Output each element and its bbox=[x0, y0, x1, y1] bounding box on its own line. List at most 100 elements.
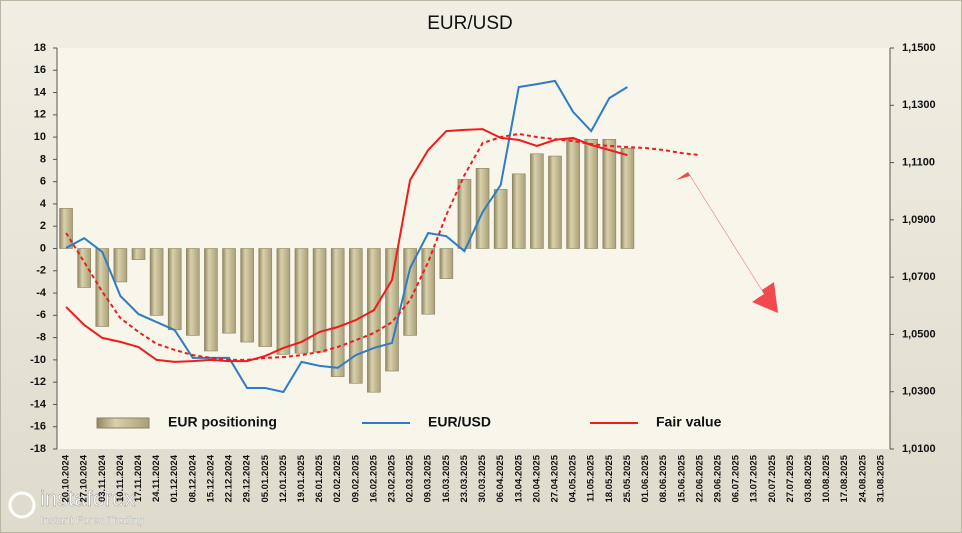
y2-tick-label: 1,0500 bbox=[902, 328, 936, 340]
y-tick-label: -8 bbox=[36, 332, 46, 344]
x-tick-label: 10.11.2024 bbox=[115, 454, 126, 502]
x-tick-label: 01.06.2025 bbox=[640, 454, 651, 502]
chart-title: EUR/USD bbox=[427, 13, 513, 34]
y-tick-label: 10 bbox=[34, 131, 46, 143]
bar bbox=[620, 147, 635, 249]
x-tick-label: 05.01.2025 bbox=[260, 454, 271, 502]
x-tick-label: 04.05.2025 bbox=[568, 454, 579, 502]
bar bbox=[240, 248, 254, 343]
bar bbox=[77, 248, 91, 288]
y-tick-label: 8 bbox=[40, 153, 46, 165]
legend-label: Fair value bbox=[656, 414, 722, 430]
bar bbox=[167, 248, 182, 331]
x-tick-label: 22.06.2025 bbox=[694, 454, 705, 502]
bar bbox=[276, 248, 291, 355]
y-tick-label: 12 bbox=[34, 109, 46, 121]
dashed-line bbox=[65, 132, 701, 361]
bar bbox=[566, 139, 580, 249]
x-tick-label: 27.04.2025 bbox=[550, 454, 561, 502]
bar bbox=[475, 168, 490, 249]
y2-tick-label: 1,0100 bbox=[902, 443, 936, 455]
marks bbox=[59, 79, 701, 394]
x-tick-label: 15.12.2024 bbox=[205, 454, 216, 502]
x-tick-label: 13.07.2025 bbox=[749, 454, 760, 502]
x-tick-label: 02.03.2025 bbox=[405, 454, 416, 502]
bar bbox=[530, 153, 544, 249]
bar bbox=[584, 139, 599, 249]
x-tick-label: 30.03.2025 bbox=[477, 454, 488, 502]
arrow bbox=[676, 172, 778, 313]
y2-tick-label: 1,1300 bbox=[902, 99, 936, 111]
y-tick-label: -2 bbox=[36, 265, 46, 277]
bar bbox=[59, 208, 73, 249]
x-tick-label: 17.08.2025 bbox=[839, 454, 850, 502]
bar bbox=[493, 189, 508, 249]
x-tick-label: 23.03.2025 bbox=[459, 454, 470, 502]
y-tick-label: -16 bbox=[30, 421, 46, 433]
x-tick-label: 20.10.2024 bbox=[61, 454, 72, 502]
y-tick-label: -14 bbox=[30, 398, 47, 410]
bar bbox=[222, 248, 236, 334]
y-tick-label: 4 bbox=[40, 198, 47, 210]
bar bbox=[330, 248, 345, 377]
legend-label: EUR positioning bbox=[168, 414, 277, 430]
y-tick-label: 6 bbox=[40, 176, 46, 188]
bar bbox=[367, 248, 381, 393]
x-tick-label: 15.06.2025 bbox=[676, 454, 687, 502]
x-tick-label: 29.12.2024 bbox=[242, 454, 253, 502]
x-tick-label: 23.02.2025 bbox=[387, 454, 398, 502]
y-tick-label: 18 bbox=[34, 42, 46, 54]
bar bbox=[131, 248, 146, 260]
x-tick-label: 24.11.2024 bbox=[151, 454, 162, 502]
plot-area bbox=[57, 48, 890, 449]
logo-brand: instaforex bbox=[40, 486, 135, 511]
y-tick-label: -18 bbox=[30, 443, 46, 455]
bar bbox=[149, 248, 164, 316]
bar bbox=[511, 173, 526, 249]
x-tick-label: 06.04.2025 bbox=[495, 454, 506, 502]
y-tick-label: 14 bbox=[34, 86, 47, 98]
x-tick-label: 09.02.2025 bbox=[350, 454, 361, 502]
y2-tick-label: 1,0900 bbox=[902, 214, 936, 226]
y-tick-label: 16 bbox=[34, 64, 46, 76]
bar bbox=[312, 248, 327, 353]
y2-tick-label: 1,1100 bbox=[902, 156, 935, 168]
bar bbox=[439, 248, 454, 279]
logo: instaforex Instant Forex Trading bbox=[8, 486, 144, 527]
x-tick-label: 31.08.2025 bbox=[875, 454, 886, 502]
x-tick-label: 26.01.2025 bbox=[314, 454, 325, 502]
x-tick-label: 16.03.2025 bbox=[441, 454, 452, 502]
bar bbox=[421, 248, 436, 315]
y-tick-label: 0 bbox=[40, 242, 46, 254]
bar bbox=[204, 248, 218, 352]
x-tick-label: 29.06.2025 bbox=[712, 454, 723, 502]
bar bbox=[95, 248, 110, 327]
x-tick-label: 08.06.2025 bbox=[658, 454, 669, 502]
bar bbox=[548, 155, 562, 249]
x-tick-label: 27.10.2024 bbox=[79, 454, 90, 502]
x-tick-label: 16.02.2025 bbox=[368, 454, 379, 502]
x-tick-label: 06.07.2025 bbox=[731, 454, 742, 502]
bar bbox=[186, 248, 200, 336]
x-tick-label: 20.04.2025 bbox=[531, 454, 542, 502]
x-tick-label: 24.08.2025 bbox=[857, 454, 868, 502]
x-tick-label: 03.11.2024 bbox=[97, 454, 108, 502]
line bbox=[65, 128, 628, 363]
logo-tagline: Instant Forex Trading bbox=[40, 515, 144, 527]
x-tick-label: 20.07.2025 bbox=[767, 454, 778, 502]
x-tick-label: 08.12.2024 bbox=[187, 454, 198, 502]
y-tick-label: -4 bbox=[36, 287, 47, 299]
y2-tick-label: 1,0700 bbox=[902, 271, 936, 283]
x-tick-label: 10.08.2025 bbox=[821, 454, 832, 502]
x-tick-label: 18.05.2025 bbox=[604, 454, 615, 502]
bar bbox=[602, 139, 617, 249]
x-tick-label: 02.02.2025 bbox=[332, 454, 343, 502]
y-tick-label: -12 bbox=[30, 376, 46, 388]
x-tick-label: 13.04.2025 bbox=[513, 454, 524, 502]
x-tick-label: 03.08.2025 bbox=[803, 454, 814, 502]
bar bbox=[294, 248, 309, 354]
legend-swatch bbox=[96, 417, 150, 429]
bar bbox=[258, 248, 273, 347]
x-tick-label: 12.01.2025 bbox=[278, 454, 289, 502]
